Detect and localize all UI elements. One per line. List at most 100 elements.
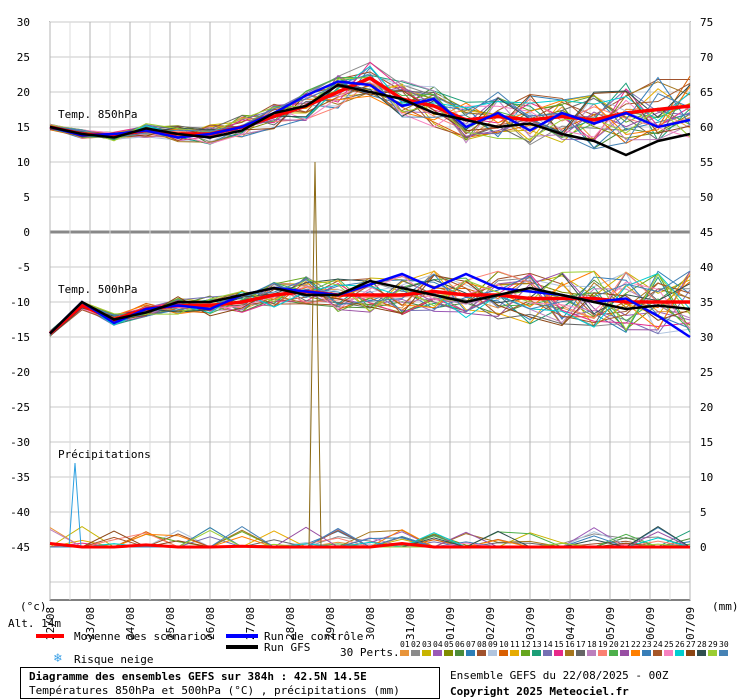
y-right-tick: 10: [700, 471, 713, 484]
y-right-unit: (mm): [712, 600, 739, 613]
y-right-tick: 60: [700, 121, 713, 134]
y-left-tick: -40: [10, 506, 30, 519]
pert-label: 23: [642, 640, 652, 649]
pert-swatch: [422, 650, 431, 656]
pert-swatch: [510, 650, 519, 656]
y-left-tick: 0: [23, 226, 30, 239]
pert-swatch: [543, 650, 552, 656]
pert-label: 05: [444, 640, 454, 649]
pert-label: 03: [422, 640, 432, 649]
pert-label: 28: [697, 640, 707, 649]
x-tick-label: 31/08: [404, 607, 417, 640]
pert-swatch: [411, 650, 420, 656]
snowflake-icon: ❄: [54, 651, 62, 666]
pert-swatch: [433, 650, 442, 656]
pert-swatch: [400, 650, 409, 656]
pert-label: 21: [620, 640, 630, 649]
x-tick-label: 06/09: [644, 607, 657, 640]
footer-copyright: Copyright 2025 Meteociel.fr: [450, 685, 629, 698]
perturbation-line: [49, 273, 691, 337]
pert-swatch: [609, 650, 618, 656]
y-left-tick: 25: [17, 51, 30, 64]
footer-title: Diagramme des ensembles GEFS sur 384h : …: [29, 670, 367, 683]
legend-control-swatch: [226, 634, 258, 638]
x-tick-label: 01/09: [444, 607, 457, 640]
series-line-t500: [49, 279, 691, 335]
pert-label: 12: [521, 640, 531, 649]
x-tick-label: 27/08: [244, 607, 257, 640]
legend-mean-swatch: [36, 634, 64, 638]
y-right-tick: 50: [700, 191, 713, 204]
y-right-tick: 20: [700, 401, 713, 414]
y-left-tick: -45: [10, 541, 30, 554]
y-left-tick: 10: [17, 156, 30, 169]
y-right-tick: 25: [700, 366, 713, 379]
pert-swatch: [554, 650, 563, 656]
pert-swatch: [499, 650, 508, 656]
x-tick-label: 23/08: [84, 607, 97, 640]
y-left-unit: (°c): [20, 600, 47, 613]
pert-label: 02: [411, 640, 421, 649]
pert-swatch: [686, 650, 695, 656]
series-line-t850: [49, 83, 691, 157]
y-left-tick: -30: [10, 436, 30, 449]
y-right-tick: 30: [700, 331, 713, 344]
x-tick-label: 04/09: [564, 607, 577, 640]
pert-swatch: [455, 650, 464, 656]
pert-label: 25: [664, 640, 674, 649]
pert-label: 01: [400, 640, 410, 649]
y-left-tick: 15: [17, 121, 30, 134]
panel-label-t850: Temp. 850hPa: [58, 108, 137, 121]
y-right-tick: 55: [700, 156, 713, 169]
footer-title-box: Diagramme des ensembles GEFS sur 384h : …: [20, 667, 440, 699]
legend-snow-label: Risque neige: [74, 653, 154, 666]
perturbation-precip-line: [50, 529, 690, 548]
y-right-tick: 15: [700, 436, 713, 449]
y-right-tick: 0: [700, 541, 707, 554]
panel-label-t500: Temp. 500hPa: [58, 283, 137, 296]
y-right-tick: 45: [700, 226, 713, 239]
precip-peak-line: [308, 161, 322, 548]
pert-swatch: [532, 650, 541, 656]
perturbation-line: [49, 65, 691, 139]
x-tick-label: 05/09: [604, 607, 617, 640]
pert-swatch: [708, 650, 717, 656]
y-left-tick: -25: [10, 401, 30, 414]
pert-label: 19: [598, 640, 608, 649]
x-tick-label: 24/08: [124, 607, 137, 640]
legend-control-label: Run de contrôle: [264, 630, 364, 643]
pert-swatch: [631, 650, 640, 656]
y-left-tick: -5: [17, 261, 30, 274]
series-line-t850: [49, 80, 691, 139]
pert-label: 11: [510, 640, 520, 649]
y-left-tick: 30: [17, 16, 30, 29]
y-left-tick: -20: [10, 366, 30, 379]
pert-label: 09: [488, 640, 498, 649]
pert-label: 30: [719, 640, 729, 649]
y-right-tick: 5: [700, 506, 707, 519]
pert-label: 06: [455, 640, 465, 649]
pert-label: 14: [543, 640, 553, 649]
pert-swatch: [620, 650, 629, 656]
pert-swatch: [444, 650, 453, 656]
pert-swatch: [587, 650, 596, 656]
pert-label: 24: [653, 640, 663, 649]
panel-label-precip: Précipitations: [58, 448, 151, 461]
pert-label: 07: [466, 640, 476, 649]
x-tick-label: 22/08: [44, 607, 57, 640]
pert-swatch: [664, 650, 673, 656]
y-right-tick: 65: [700, 86, 713, 99]
pert-label: 13: [532, 640, 542, 649]
y-left-tick: -35: [10, 471, 30, 484]
y-right-tick: 40: [700, 261, 713, 274]
pert-swatch: [697, 650, 706, 656]
pert-label: 22: [631, 640, 641, 649]
x-tick-label: 03/09: [524, 607, 537, 640]
y-right-tick: 35: [700, 296, 713, 309]
perturbation-line: [49, 71, 691, 139]
pert-swatch: [488, 650, 497, 656]
perturbation-line: [49, 270, 691, 335]
pert-swatch: [576, 650, 585, 656]
pert-label: 10: [499, 640, 509, 649]
pert-label: 16: [565, 640, 575, 649]
